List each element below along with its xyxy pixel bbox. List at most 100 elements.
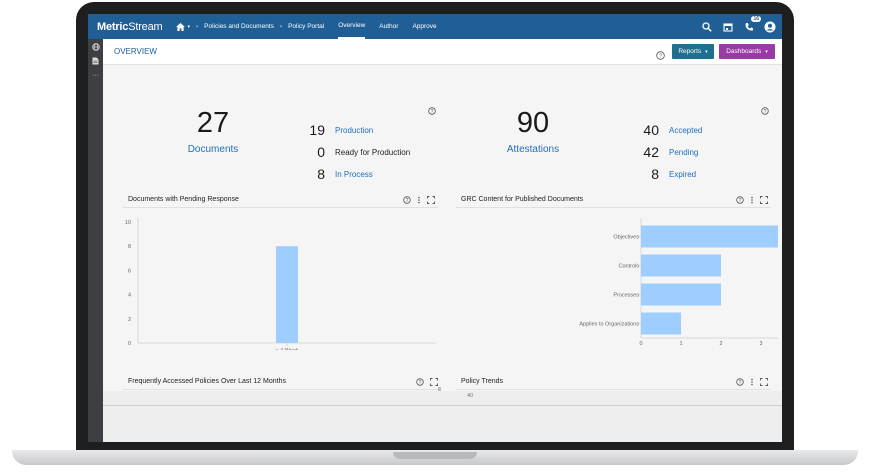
svg-text:?: ?: [431, 109, 434, 115]
svg-text:?: ?: [739, 380, 742, 386]
search-icon[interactable]: [701, 21, 713, 33]
user-avatar-icon[interactable]: [764, 21, 776, 33]
reports-button[interactable]: Reports ▾: [672, 44, 714, 59]
label-ready-for-production: Ready for Production: [335, 147, 411, 157]
y-tick-label: 2: [128, 317, 131, 323]
notification-badge: 16: [751, 15, 761, 22]
page-header: OVERVIEW ? Reports ▾ Dashboards ▾: [103, 39, 782, 65]
grc-content-chart: 012345ObjectivesControlsProcessesApplies…: [579, 218, 778, 347]
y-tick-label: 8: [128, 244, 131, 250]
panel-divider: [456, 207, 771, 208]
panel-divider: [123, 207, 438, 208]
documents-link[interactable]: Documents: [187, 144, 239, 155]
svg-text:?: ?: [659, 54, 662, 60]
help-icon[interactable]: ?: [736, 196, 744, 204]
nav-tab-author[interactable]: Author: [379, 23, 399, 30]
dashboards-label: Dashboards: [726, 48, 762, 55]
pending-panel-tools: ?: [403, 196, 435, 204]
help-icon[interactable]: ?: [416, 378, 424, 386]
grc-panel-tools: ?: [736, 196, 768, 204]
kebab-menu-icon[interactable]: [750, 196, 754, 204]
y-tick-label: 4: [128, 293, 131, 299]
globe-icon[interactable]: [88, 40, 103, 54]
expand-icon[interactable]: [427, 196, 435, 204]
dashboard-content: 27 Documents 19 Production 0 Ready for P…: [103, 65, 782, 397]
trends-panel-title: Policy Trends: [461, 378, 504, 385]
documents-summary: 27 Documents: [163, 107, 263, 155]
expand-icon[interactable]: [760, 196, 768, 204]
document-icon[interactable]: [88, 54, 103, 68]
chart-bar: [641, 312, 681, 335]
count-ready-for-production: 0: [317, 144, 325, 160]
breadcrumb-policies-and-documents[interactable]: Policies and Documents: [204, 23, 274, 30]
kebab-menu-icon[interactable]: [417, 196, 421, 204]
link-accepted[interactable]: Accepted: [669, 125, 703, 135]
attestations-row-accepted: 40 Accepted: [642, 122, 703, 138]
grc-panel-title: GRC Content for Published Documents: [461, 196, 584, 203]
phone-icon[interactable]: 16: [743, 15, 761, 33]
link-pending[interactable]: Pending: [669, 147, 699, 157]
help-icon[interactable]: ?: [428, 107, 436, 115]
reports-label: Reports: [678, 48, 702, 55]
link-expired[interactable]: Expired: [669, 169, 697, 179]
top-bar: MetricStream ▾ › Policies and Documents …: [88, 14, 782, 39]
trends-first-tick: 40: [467, 393, 474, 399]
laptop-notch: [393, 452, 477, 459]
attestations-summary: 90 Attestations: [483, 107, 583, 155]
kebab-menu-icon[interactable]: [750, 378, 754, 386]
y-tick-label: Controls: [619, 264, 640, 270]
pending-panel-title: Documents with Pending Response: [128, 196, 239, 203]
svg-text:?: ?: [739, 198, 742, 204]
y-tick-label: 0: [128, 341, 131, 347]
nav-tab-approve[interactable]: Approve: [412, 23, 437, 30]
left-sidebar: ···: [88, 39, 103, 442]
panel-divider: [456, 389, 771, 390]
nav-tab-overview[interactable]: Overview: [338, 14, 366, 39]
documents-row-ready: 0 Ready for Production: [308, 144, 411, 160]
attestations-link[interactable]: Attestations: [506, 144, 560, 155]
link-in-process[interactable]: In Process: [335, 169, 373, 179]
breadcrumb-separator: ›: [279, 23, 283, 30]
frequent-panel-tools: ?: [416, 378, 438, 386]
expand-icon[interactable]: [430, 378, 438, 386]
link-production[interactable]: Production: [335, 125, 374, 135]
documents-total: 27: [196, 107, 230, 139]
help-icon[interactable]: ?: [403, 196, 411, 204]
y-tick-label: 10: [125, 220, 131, 226]
frequent-panel-title: Frequently Accessed Policies Over Last 1…: [128, 378, 286, 385]
y-tick-label: Objectives: [613, 235, 639, 241]
svg-text:?: ?: [406, 198, 409, 204]
page-title: OVERVIEW: [114, 47, 157, 56]
app-screen: MetricStream ▾ › Policies and Documents …: [88, 14, 782, 442]
top-icons: 16: [701, 14, 776, 39]
bottom-strip: 40: [103, 391, 782, 442]
chevron-down-icon: ▾: [765, 48, 768, 55]
pending-response-chart: 0 2 4 6 8 10 > 4 Week: [125, 218, 436, 350]
attestations-total: 90: [516, 107, 550, 139]
help-icon[interactable]: ?: [736, 378, 744, 386]
count-production: 19: [309, 122, 325, 138]
trends-panel-tools: ?: [736, 378, 768, 386]
y-tick-label: Applies to Organizations: [579, 322, 639, 328]
help-icon[interactable]: ?: [656, 47, 665, 60]
attestations-row-pending: 42 Pending: [642, 144, 699, 160]
chart-bar: [276, 246, 298, 343]
app-logo[interactable]: MetricStream: [97, 20, 163, 33]
breadcrumb-policy-portal[interactable]: Policy Portal: [288, 23, 325, 30]
attestations-row-expired: 8 Expired: [642, 166, 697, 182]
home-icon[interactable]: ▾: [176, 14, 190, 39]
documents-row-in-process: 8 In Process: [308, 166, 373, 182]
expand-icon[interactable]: [760, 378, 768, 386]
help-icon[interactable]: ?: [761, 107, 769, 115]
calendar-icon[interactable]: [722, 21, 734, 33]
divider: [103, 405, 782, 406]
chart-bar: [641, 283, 721, 306]
x-tick-label: 2: [719, 341, 722, 347]
count-pending: 42: [643, 144, 659, 160]
dashboards-button[interactable]: Dashboards ▾: [719, 44, 775, 59]
count-expired: 8: [651, 166, 659, 182]
more-icon[interactable]: ···: [92, 71, 99, 79]
documents-row-production: 19 Production: [308, 122, 374, 138]
count-accepted: 40: [643, 122, 659, 138]
y-tick-label: Processes: [613, 293, 639, 299]
